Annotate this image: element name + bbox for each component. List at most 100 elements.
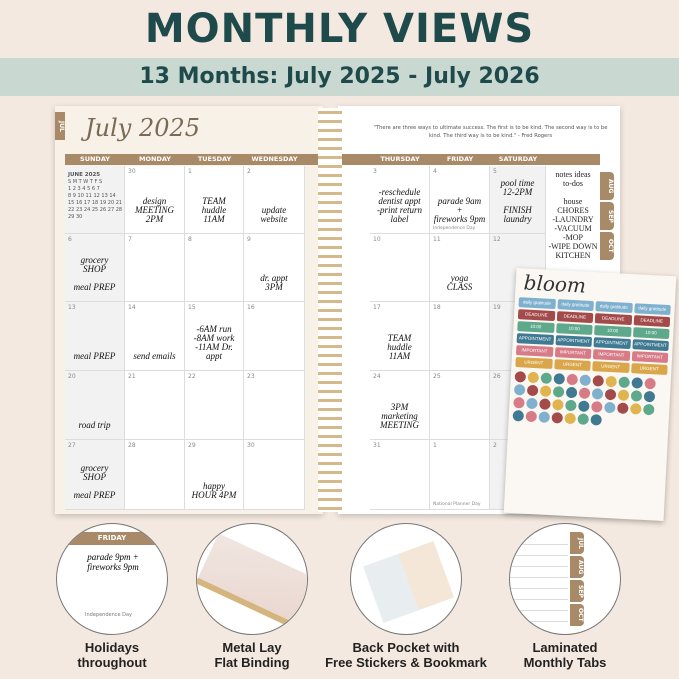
sticker: daily gratitude [518, 297, 556, 310]
month-tab[interactable]: AUG [600, 172, 614, 200]
calendar-day-cell[interactable]: 14 send emails [125, 302, 185, 371]
sticker: DEADLINE [594, 313, 632, 326]
calendar-day-cell[interactable]: 15 -6AM run -8AM work -11AM Dr. appt [185, 302, 244, 371]
day-number: 23 [247, 373, 255, 380]
calendar-day-cell[interactable]: 31 [370, 440, 430, 510]
sticker-dot [591, 401, 603, 413]
calendar-day-cell[interactable] [65, 166, 125, 234]
calendar-day-cell[interactable]: 9 dr. appt 3PM [244, 234, 305, 302]
calendar-day-cell[interactable]: 7 [125, 234, 185, 302]
day-number: 1 [188, 168, 192, 175]
day-number: 2 [493, 442, 497, 449]
holiday-label: National Planner Day [433, 502, 481, 507]
day-number: 4 [433, 168, 437, 175]
sticker-dot [617, 389, 630, 402]
day-label: MONDAY [139, 155, 171, 163]
handwritten-note-text: TEAM huddle 11AM [201, 196, 227, 224]
caption-line: Laminated [532, 640, 598, 655]
handwritten-note [127, 450, 182, 500]
feature-caption: Laminated Monthly Tabs [495, 640, 635, 670]
handwritten-note: pool time 12-2PM FINISH laundry [492, 176, 543, 224]
left-day-header: SUNDAY MONDAY TUESDAY WEDNESDAY [65, 154, 323, 165]
calendar-day-cell[interactable]: 24 3PM marketing MEETING [370, 371, 430, 440]
month-tab[interactable]: SEP [600, 202, 614, 230]
handwritten-note: TEAM huddle 11AM [187, 176, 241, 224]
calendar-day-cell[interactable]: 1 National Planner Day [430, 440, 490, 510]
calendar-day-cell[interactable]: 13 meal PREP [65, 302, 125, 371]
calendar-day-cell[interactable]: 18 [430, 302, 490, 371]
sticker: daily gratitude [595, 301, 633, 314]
handwritten-note: update website [246, 176, 302, 224]
handwritten-note [432, 312, 487, 361]
handwritten-note-text: send emails [133, 351, 176, 361]
day-label: FRIDAY [446, 155, 474, 163]
day-number: 9 [247, 236, 251, 243]
sticker-dot [513, 384, 526, 396]
day-number: 8 [188, 236, 192, 243]
sticker-dot [617, 402, 629, 415]
calendar-day-cell[interactable]: 23 [244, 371, 305, 440]
day-number: 21 [128, 373, 136, 380]
calendar-day-cell[interactable]: 3 -reschedule dentist appt -print return … [370, 166, 430, 234]
ruled-line [510, 544, 568, 545]
month-tab[interactable]: OCT [600, 232, 614, 260]
sticker-dot [643, 403, 655, 416]
inset-holiday: Independence Day [85, 612, 133, 618]
sticker-dot [552, 386, 565, 398]
day-number: 30 [128, 168, 136, 175]
calendar-day-cell[interactable]: 22 [185, 371, 244, 440]
quote: "There are three ways to ultimate succes… [373, 125, 608, 139]
inset-note: parade 9pm + fireworks 9pm [87, 552, 139, 572]
sticker-dot [579, 374, 592, 387]
calendar-day-cell[interactable]: 2 update website [244, 166, 305, 234]
sticker-dot [565, 386, 578, 399]
sticker-dot [564, 412, 576, 425]
sticker-dot [604, 401, 616, 414]
day-label: WEDNESDAY [251, 155, 298, 163]
sticker-dot [551, 412, 564, 424]
handwritten-note-text: TEAM huddle 11AM [387, 333, 412, 361]
calendar-day-cell[interactable]: 4 parade 9am + fireworks 9pm Independence … [430, 166, 490, 234]
day-number: 24 [373, 373, 381, 380]
calendar-day-cell[interactable]: 16 [244, 302, 305, 371]
calendar-day-cell[interactable]: 30 [244, 440, 305, 510]
calendar-day-cell[interactable]: 20 road trip [65, 371, 125, 440]
sticker: URGENT [553, 359, 591, 371]
handwritten-note: parade 9am + fireworks 9pm [432, 176, 487, 224]
calendar-day-cell[interactable]: 6 grocery SHOP meal PREP [65, 234, 125, 302]
sticker: 10:00 [594, 325, 632, 338]
calendar-day-cell[interactable]: 1 TEAM huddle 11AM [185, 166, 244, 234]
calendar-day-cell[interactable]: 11 yoga CLASS [430, 234, 490, 302]
calendar-day-cell[interactable]: 17 TEAM huddle 11AM [370, 302, 430, 371]
handwritten-note [372, 244, 427, 292]
calendar-day-cell[interactable]: 5 pool time 12-2PM FINISH laundry [490, 166, 546, 234]
calendar-day-cell[interactable]: 10 [370, 234, 430, 302]
day-number: 11 [433, 236, 441, 243]
calendar-day-cell[interactable]: 30 design MEETING 2PM [125, 166, 185, 234]
sticker-dots [508, 368, 671, 432]
month-tab-jul[interactable]: JUL [55, 112, 65, 140]
calendar-day-cell[interactable]: 21 [125, 371, 185, 440]
inset-tab: OCT [570, 604, 584, 626]
calendar-day-cell[interactable]: 29 happy HOUR 4PM [185, 440, 244, 510]
sticker-dot [578, 387, 591, 399]
sticker: daily gratitude [556, 299, 594, 312]
handwritten-note [187, 381, 241, 430]
sticker-dot [643, 390, 656, 403]
day-label: SUNDAY [80, 155, 110, 163]
calendar-day-cell[interactable]: 28 [125, 440, 185, 510]
day-number: 15 [188, 304, 196, 311]
mini-calendar-row: 8 9 10 11 12 13 14 [68, 193, 116, 199]
handwritten-note-text: grocery SHOP meal PREP [73, 255, 116, 292]
calendar-day-cell[interactable]: 27 grocery SHOP meal PREP [65, 440, 125, 510]
spiral-photo [197, 533, 307, 630]
day-number: 18 [433, 304, 441, 311]
day-number: 3 [373, 168, 377, 175]
handwritten-note-text: -reschedule dentist appt -print return l… [377, 187, 422, 224]
calendar-day-cell[interactable]: 8 [185, 234, 244, 302]
calendar-day-cell[interactable]: 25 [430, 371, 490, 440]
feature-caption: Metal Lay Flat Binding [182, 640, 322, 670]
handwritten-note-text: -6AM run -8AM work -11AM Dr. appt [193, 324, 235, 361]
handwritten-note: -6AM run -8AM work -11AM Dr. appt [187, 312, 241, 361]
